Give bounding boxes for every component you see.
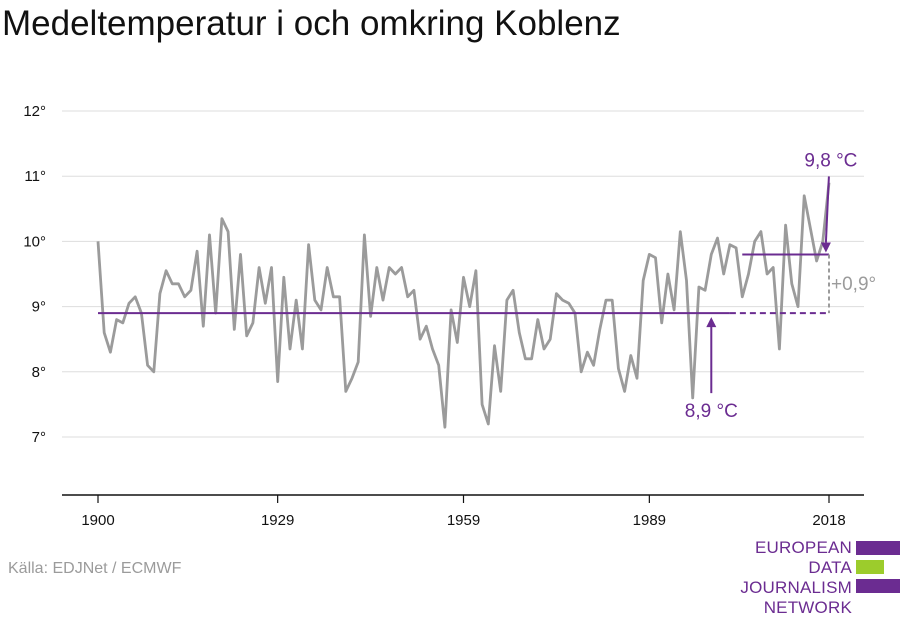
y-tick-label-12: 12° <box>23 103 46 120</box>
y-tick-label-10: 10° <box>23 233 46 250</box>
series-layer <box>96 182 831 429</box>
x-tick-label-1929: 1929 <box>261 512 294 529</box>
recent-arrow-shaft <box>824 176 830 243</box>
recent-arrow-head <box>820 242 831 253</box>
logo-text: EUROPEAN DATA JOURNALISM NETWORK <box>700 538 852 618</box>
y-tick-label-11: 11° <box>24 168 46 185</box>
logo-line-3: NETWORK <box>763 598 852 617</box>
logo-line-2: DATA JOURNALISM <box>740 558 852 597</box>
edjnet-logo: EUROPEAN DATA JOURNALISM NETWORK <box>700 538 900 617</box>
recent-value-label: 9,8 °C <box>804 150 857 171</box>
x-tick-label-2018: 2018 <box>812 512 845 529</box>
y-tick-label-7: 7° <box>32 429 46 446</box>
baseline-arrow-head <box>706 317 717 328</box>
source-note: Källa: EDJNet / ECMWF <box>8 560 182 577</box>
logo-bar-bottom <box>856 579 900 593</box>
logo-bar-middle <box>856 560 884 574</box>
temperature-series-line <box>96 182 831 429</box>
temperature-line-chart: 7° 8° 9° 10° 11° 12° 1900 1929 1959 1989 2018 +0,… <box>23 103 876 529</box>
x-tick-label-1989: 1989 <box>633 512 666 529</box>
y-tick-label-9: 9° <box>32 299 46 316</box>
logo-bar-top <box>856 541 900 555</box>
x-axis-ticks: 1900 1929 1959 1989 2018 <box>81 495 846 529</box>
y-axis-tick-labels: 7° 8° 9° 10° 11° 12° <box>23 103 46 446</box>
chart-title: Medeltemperatur i och omkring Koblenz <box>2 4 621 43</box>
y-tick-label-8: 8° <box>32 364 46 381</box>
x-tick-label-1959: 1959 <box>447 512 480 529</box>
baseline-value-label: 8,9 °C <box>685 401 738 422</box>
logo-line-1: EUROPEAN <box>754 538 852 557</box>
reference-lines: +0,9° 8,9 °C 9,8 °C <box>98 150 876 422</box>
grid-lines <box>62 110 864 438</box>
difference-label: +0,9° <box>831 274 876 295</box>
x-tick-label-1900: 1900 <box>81 512 114 529</box>
